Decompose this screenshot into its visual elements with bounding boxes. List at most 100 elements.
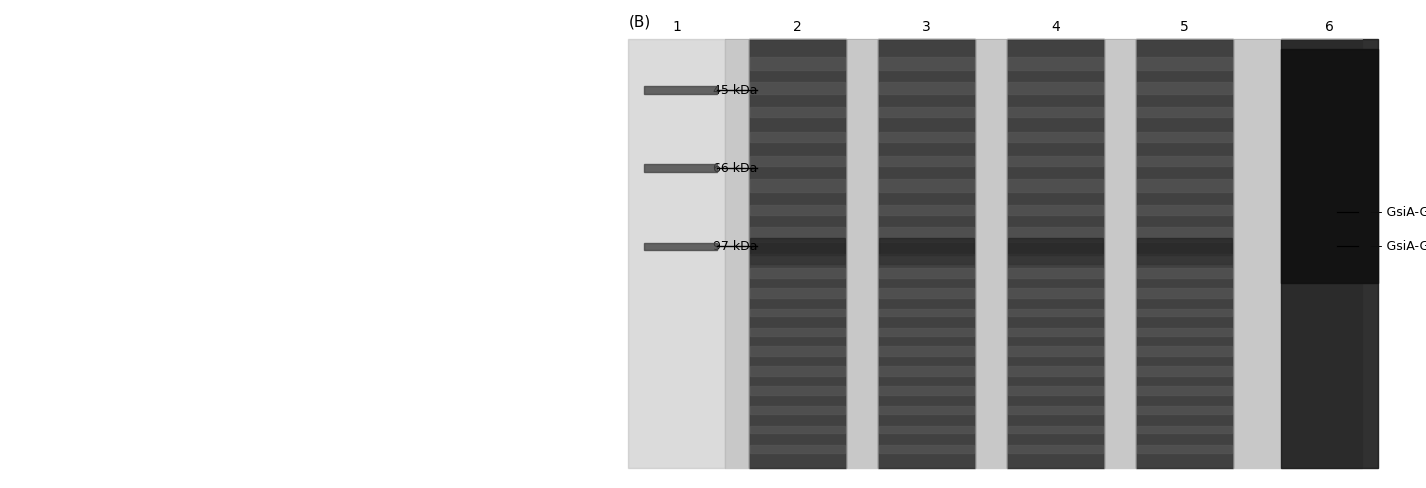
- Bar: [750, 107, 846, 117]
- Bar: [1137, 132, 1232, 142]
- Bar: [74, 224, 147, 244]
- Bar: [878, 227, 974, 242]
- Bar: [878, 445, 974, 453]
- Bar: [1137, 107, 1232, 117]
- Bar: [750, 179, 846, 191]
- Bar: [1008, 57, 1102, 69]
- Bar: [750, 81, 846, 94]
- Text: 6: 6: [1325, 20, 1333, 34]
- Bar: [291, 190, 408, 278]
- Bar: [312, 71, 386, 85]
- Bar: [878, 386, 974, 395]
- Bar: [750, 406, 846, 413]
- Bar: [184, 200, 282, 268]
- Bar: [878, 238, 974, 255]
- Bar: [1008, 445, 1102, 453]
- Bar: [1137, 179, 1232, 191]
- Bar: [429, 71, 503, 85]
- Bar: [1137, 366, 1232, 376]
- Bar: [1137, 57, 1232, 69]
- Bar: [750, 288, 846, 298]
- Text: 3: 3: [228, 20, 237, 34]
- Bar: [424, 223, 509, 261]
- Bar: [878, 268, 974, 278]
- Bar: [645, 86, 717, 94]
- Text: 2: 2: [793, 20, 801, 34]
- Bar: [878, 179, 974, 191]
- Bar: [750, 445, 846, 453]
- Bar: [1008, 156, 1102, 166]
- Bar: [1137, 39, 1232, 468]
- Bar: [408, 193, 525, 276]
- Text: (B): (B): [629, 15, 650, 30]
- Bar: [750, 254, 846, 264]
- Bar: [190, 223, 275, 264]
- Text: 5: 5: [462, 20, 471, 34]
- Bar: [1137, 268, 1232, 278]
- Bar: [1008, 81, 1102, 94]
- Text: 3: 3: [923, 20, 931, 34]
- Bar: [1008, 227, 1102, 242]
- Bar: [1008, 288, 1102, 298]
- Bar: [878, 406, 974, 413]
- Bar: [750, 238, 846, 255]
- Bar: [750, 366, 846, 376]
- Bar: [1008, 346, 1102, 356]
- Bar: [878, 288, 974, 298]
- Bar: [1137, 328, 1232, 336]
- Bar: [1137, 309, 1232, 316]
- Bar: [1137, 205, 1232, 215]
- Bar: [878, 39, 975, 468]
- Bar: [645, 164, 717, 172]
- Bar: [878, 254, 974, 264]
- Bar: [878, 205, 974, 215]
- Text: (A): (A): [6, 15, 29, 30]
- Bar: [629, 39, 724, 468]
- Bar: [1137, 426, 1232, 433]
- Bar: [750, 328, 846, 336]
- Text: 2: 2: [106, 20, 114, 34]
- Bar: [190, 78, 275, 98]
- Text: 5: 5: [1179, 20, 1189, 34]
- Bar: [1137, 238, 1232, 255]
- Bar: [1137, 81, 1232, 94]
- Bar: [645, 243, 717, 250]
- Bar: [1137, 254, 1232, 264]
- Bar: [1137, 406, 1232, 413]
- Text: 1: 1: [672, 20, 682, 34]
- Bar: [878, 132, 974, 142]
- Bar: [750, 57, 846, 69]
- Bar: [1007, 39, 1104, 468]
- Bar: [1137, 227, 1232, 242]
- Bar: [1008, 107, 1102, 117]
- Bar: [1008, 328, 1102, 336]
- Bar: [1008, 309, 1102, 316]
- Bar: [1281, 49, 1378, 283]
- Bar: [1137, 386, 1232, 395]
- Bar: [1008, 366, 1102, 376]
- Text: 4: 4: [345, 20, 354, 34]
- Bar: [878, 346, 974, 356]
- Bar: [750, 156, 846, 166]
- Bar: [416, 203, 515, 266]
- Text: 97 kDa: 97 kDa: [713, 240, 757, 253]
- Text: 45 kDa: 45 kDa: [713, 84, 757, 97]
- Text: 1: 1: [44, 20, 54, 34]
- Bar: [878, 328, 974, 336]
- Bar: [750, 227, 846, 242]
- Bar: [750, 309, 846, 316]
- Text: 66 kDa: 66 kDa: [713, 162, 757, 175]
- Text: — GsiA-GFP: — GsiA-GFP: [1369, 240, 1426, 253]
- Bar: [1137, 156, 1232, 166]
- Bar: [1008, 205, 1102, 215]
- Bar: [1137, 445, 1232, 453]
- Bar: [724, 39, 1362, 468]
- Bar: [878, 309, 974, 316]
- Bar: [1008, 179, 1102, 191]
- Bar: [175, 190, 291, 278]
- Bar: [878, 107, 974, 117]
- Bar: [750, 205, 846, 215]
- Text: 4: 4: [1051, 20, 1060, 34]
- Bar: [1137, 346, 1232, 356]
- Bar: [750, 132, 846, 142]
